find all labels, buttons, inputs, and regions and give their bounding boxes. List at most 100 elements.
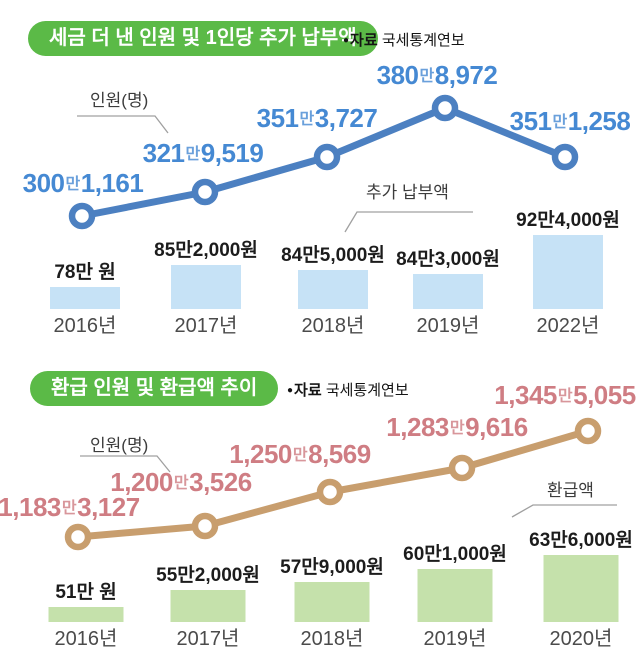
line-value-main: 1,250 (229, 439, 292, 469)
chart1-bar-value-4: 92만4,000원 (516, 210, 620, 231)
chart2-year-0: 2016년 (54, 628, 118, 650)
chart2-bar-value-3: 60만1,000원 (403, 544, 507, 565)
chart1-bar-value-1: 85만2,000원 (154, 240, 258, 261)
man-suffix: 만 (292, 447, 308, 464)
chart1-year-2: 2018년 (301, 315, 365, 337)
man-suffix: 만 (61, 500, 77, 517)
line-value-sub: 1,161 (80, 168, 144, 198)
chart2-bar-1 (170, 590, 246, 622)
chart2-line-value-4: 1,345만5,055 (465, 382, 640, 410)
man-suffix: 만 (185, 146, 201, 163)
chart1-source: ●자료 국세통계연보 (343, 29, 465, 50)
chart2-line-value-2: 1,250만8,569 (200, 441, 400, 469)
chart1-marker-2 (313, 143, 341, 171)
line-value-sub: 3,727 (314, 103, 378, 133)
line-value-main: 351 (509, 106, 552, 136)
line-value-sub: 8,569 (308, 439, 371, 469)
line-value-sub: 9,616 (465, 412, 528, 442)
chart2-bar-value-1: 55만2,000원 (156, 565, 260, 586)
chart2-line-value-0: 1,183만3,127 (0, 494, 169, 522)
chart1-marker-0 (68, 202, 96, 230)
chart2-source-prefix: 자료 (294, 382, 322, 399)
line-value-main: 321 (142, 138, 185, 168)
chart1-callout-pointer-0 (77, 115, 169, 134)
chart1-line-value-2: 351만3,727 (217, 105, 417, 133)
chart2-bar-value-2: 57만9,000원 (280, 557, 384, 578)
line-value-sub: 3,526 (189, 467, 252, 497)
chart2-marker-1 (191, 512, 219, 540)
line-value-main: 1,200 (110, 467, 173, 497)
chart1-year-3: 2019년 (416, 315, 480, 337)
chart2-year-2: 2018년 (300, 628, 364, 650)
chart1-source-prefix: 자료 (350, 32, 378, 49)
man-suffix: 만 (299, 111, 315, 128)
chart1-marker-4 (551, 143, 579, 171)
man-suffix: 만 (173, 475, 189, 492)
chart1-line-value-3: 380만8,972 (337, 62, 537, 90)
chart2-year-3: 2019년 (423, 628, 487, 650)
line-value-sub: 5,055 (573, 380, 636, 410)
chart1-title: 세금 더 낸 인원 및 1인당 추가 납부액 (49, 27, 357, 49)
chart2-bar-0 (48, 607, 124, 622)
chart2-title: 환급 인원 및 환급액 추이 (51, 377, 258, 399)
chart1-year-1: 2017년 (174, 315, 238, 337)
chart2-bar-4 (543, 555, 619, 622)
chart1-bar-4 (533, 235, 603, 309)
chart2-bar-value-4: 63만6,000원 (529, 530, 633, 551)
line-value-main: 1,183 (0, 492, 61, 522)
chart1-bar-2 (298, 270, 368, 309)
chart2-bar-2 (294, 582, 370, 622)
chart1-marker-3 (431, 94, 459, 122)
chart1-line-series-label: 인원(명) (90, 91, 149, 110)
chart1-source-name: 국세통계연보 (381, 32, 465, 49)
man-suffix: 만 (557, 388, 573, 405)
line-value-main: 300 (22, 168, 65, 198)
chart1-marker-1 (191, 178, 219, 206)
chart2-line-series-label: 인원(명) (90, 436, 149, 455)
chart1-year-0: 2016년 (53, 315, 117, 337)
chart1-line-value-4: 351만1,258 (470, 108, 640, 136)
chart2-bar-value-0: 51만 원 (55, 582, 117, 603)
line-value-sub: 3,127 (77, 492, 140, 522)
chart1-bar-value-0: 78만 원 (54, 262, 116, 283)
chart1-title-pill: 세금 더 낸 인원 및 1인당 추가 납부액 (28, 21, 378, 56)
bullet-icon: ● (287, 385, 294, 396)
chart2-source: ●자료 국세통계연보 (287, 379, 409, 400)
line-value-sub: 1,258 (567, 106, 631, 136)
chart2-line-value-1: 1,200만3,526 (81, 469, 281, 497)
chart2-bar-series-label: 환급액 (547, 481, 594, 500)
chart1-bar-3 (413, 274, 483, 309)
chart1-line-value-1: 321만9,519 (103, 140, 303, 168)
chart2-callout-pointer-1 (511, 504, 617, 518)
chart2-bar-3 (417, 569, 493, 622)
chart1-bar-series-label: 추가 납부액 (366, 183, 449, 202)
chart2-title-pill: 환급 인원 및 환급액 추이 (30, 371, 279, 406)
line-value-main: 351 (256, 103, 299, 133)
man-suffix: 만 (419, 68, 435, 85)
chart1-bar-value-3: 84만3,000원 (396, 249, 500, 270)
man-suffix: 만 (65, 176, 81, 193)
man-suffix: 만 (552, 114, 568, 131)
line-value-main: 1,283 (386, 412, 449, 442)
line-value-sub: 9,519 (200, 138, 264, 168)
chart2-marker-3 (448, 454, 476, 482)
chart1-line-value-0: 300만1,161 (0, 170, 183, 198)
line-value-main: 1,345 (494, 380, 557, 410)
line-value-main: 380 (376, 60, 419, 90)
chart1-bar-value-2: 84만5,000원 (281, 245, 385, 266)
bullet-icon: ● (343, 35, 350, 46)
chart2-year-1: 2017년 (176, 628, 240, 650)
chart2-year-4: 2020년 (549, 628, 613, 650)
chart2-line-value-3: 1,283만9,616 (357, 414, 557, 442)
chart2-marker-4 (574, 417, 602, 445)
chart1-bar-1 (171, 265, 241, 309)
man-suffix: 만 (449, 420, 465, 437)
chart2-callout-pointer-0 (80, 455, 171, 473)
chart1-callout-pointer-1 (344, 211, 473, 233)
chart2-marker-2 (316, 478, 344, 506)
chart1-year-4: 2022년 (536, 315, 600, 337)
chart2-marker-0 (64, 523, 92, 551)
line-value-sub: 8,972 (434, 60, 498, 90)
